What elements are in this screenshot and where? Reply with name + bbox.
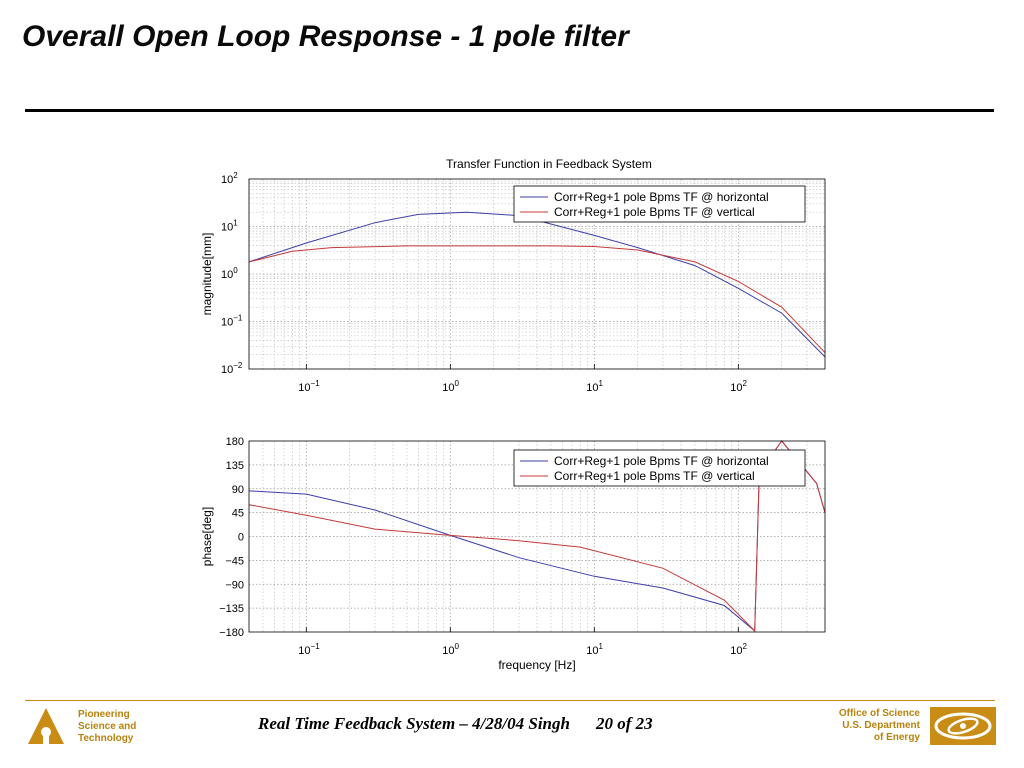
plot-frame bbox=[248, 440, 826, 633]
plot-frame bbox=[248, 178, 826, 370]
x-tick-label: 100 bbox=[442, 642, 459, 657]
slide-title: Overall Open Loop Response - 1 pole filt… bbox=[22, 20, 629, 53]
legend-label: Corr+Reg+1 pole Bpms TF @ vertical bbox=[554, 205, 755, 219]
x-axis-label: frequency [Hz] bbox=[498, 658, 575, 672]
left-tagline-line: Pioneering bbox=[78, 709, 130, 720]
series-line-horizontal bbox=[248, 211, 826, 358]
y-tick-label: 180 bbox=[226, 436, 244, 448]
legend-label: Corr+Reg+1 pole Bpms TF @ vertical bbox=[554, 469, 755, 483]
legend-label: Corr+Reg+1 pole Bpms TF @ horizontal bbox=[554, 454, 769, 468]
doe-logo bbox=[930, 707, 996, 745]
footer-rule bbox=[25, 700, 995, 701]
chart-title: Transfer Function in Feedback System bbox=[446, 157, 652, 171]
x-tick-label: 10−1 bbox=[298, 642, 320, 657]
chart-figure: 10−1 100 101 102 10−2 10−1 100 101 102 Transfer F… bbox=[200, 157, 826, 672]
y-tick-label: 135 bbox=[226, 460, 244, 472]
x-tick-label: 102 bbox=[730, 379, 747, 394]
left-tagline-line: Science and bbox=[78, 721, 137, 732]
y-tick-label: −180 bbox=[219, 627, 244, 639]
y-tick-label: 102 bbox=[221, 171, 238, 186]
y-axis-label: phase[deg] bbox=[200, 507, 214, 566]
right-tagline-line: of Energy bbox=[873, 732, 920, 743]
footer-center: Real Time Feedback System – 4/28/04 Sing… bbox=[258, 714, 653, 734]
plot-area bbox=[248, 440, 826, 633]
y-tick-label: −90 bbox=[225, 579, 244, 591]
y-tick-label: 0 bbox=[238, 532, 244, 544]
x-tick-label: 100 bbox=[442, 379, 459, 394]
argonne-logo bbox=[28, 708, 64, 744]
y-tick-label: −135 bbox=[219, 603, 244, 615]
y-tick-label: −45 bbox=[225, 555, 244, 567]
y-tick-label: 10−1 bbox=[221, 314, 243, 329]
left-tagline-line: Technology bbox=[78, 733, 134, 744]
legend-box bbox=[513, 185, 806, 223]
x-tick-label: 101 bbox=[586, 642, 603, 657]
y-tick-label: 90 bbox=[232, 484, 244, 496]
page-number: 20 of 23 bbox=[595, 714, 653, 733]
legend-box bbox=[513, 449, 806, 487]
title-rule bbox=[25, 109, 994, 112]
x-tick-label: 101 bbox=[586, 379, 603, 394]
y-tick-label: 10−2 bbox=[221, 361, 243, 376]
y-tick-label: 45 bbox=[232, 508, 244, 520]
x-tick-label: 10−1 bbox=[298, 379, 320, 394]
right-tagline: Office of Science U.S. Department of Ene… bbox=[839, 708, 920, 744]
x-tick-label: 102 bbox=[730, 642, 747, 657]
plot-area bbox=[248, 178, 826, 370]
y-tick-label: 100 bbox=[221, 266, 238, 281]
y-axis-label: magnitude[mm] bbox=[200, 233, 214, 316]
right-tagline-line: Office of Science bbox=[838, 708, 920, 719]
footer-text: Real Time Feedback System – 4/28/04 Sing… bbox=[258, 714, 570, 733]
y-tick-label: 101 bbox=[221, 219, 238, 234]
series-line-vertical bbox=[248, 245, 826, 354]
left-tagline: Pioneering Science and Technology bbox=[78, 709, 136, 745]
legend-label: Corr+Reg+1 pole Bpms TF @ horizontal bbox=[554, 190, 769, 204]
right-tagline-line: U.S. Department bbox=[842, 720, 920, 731]
